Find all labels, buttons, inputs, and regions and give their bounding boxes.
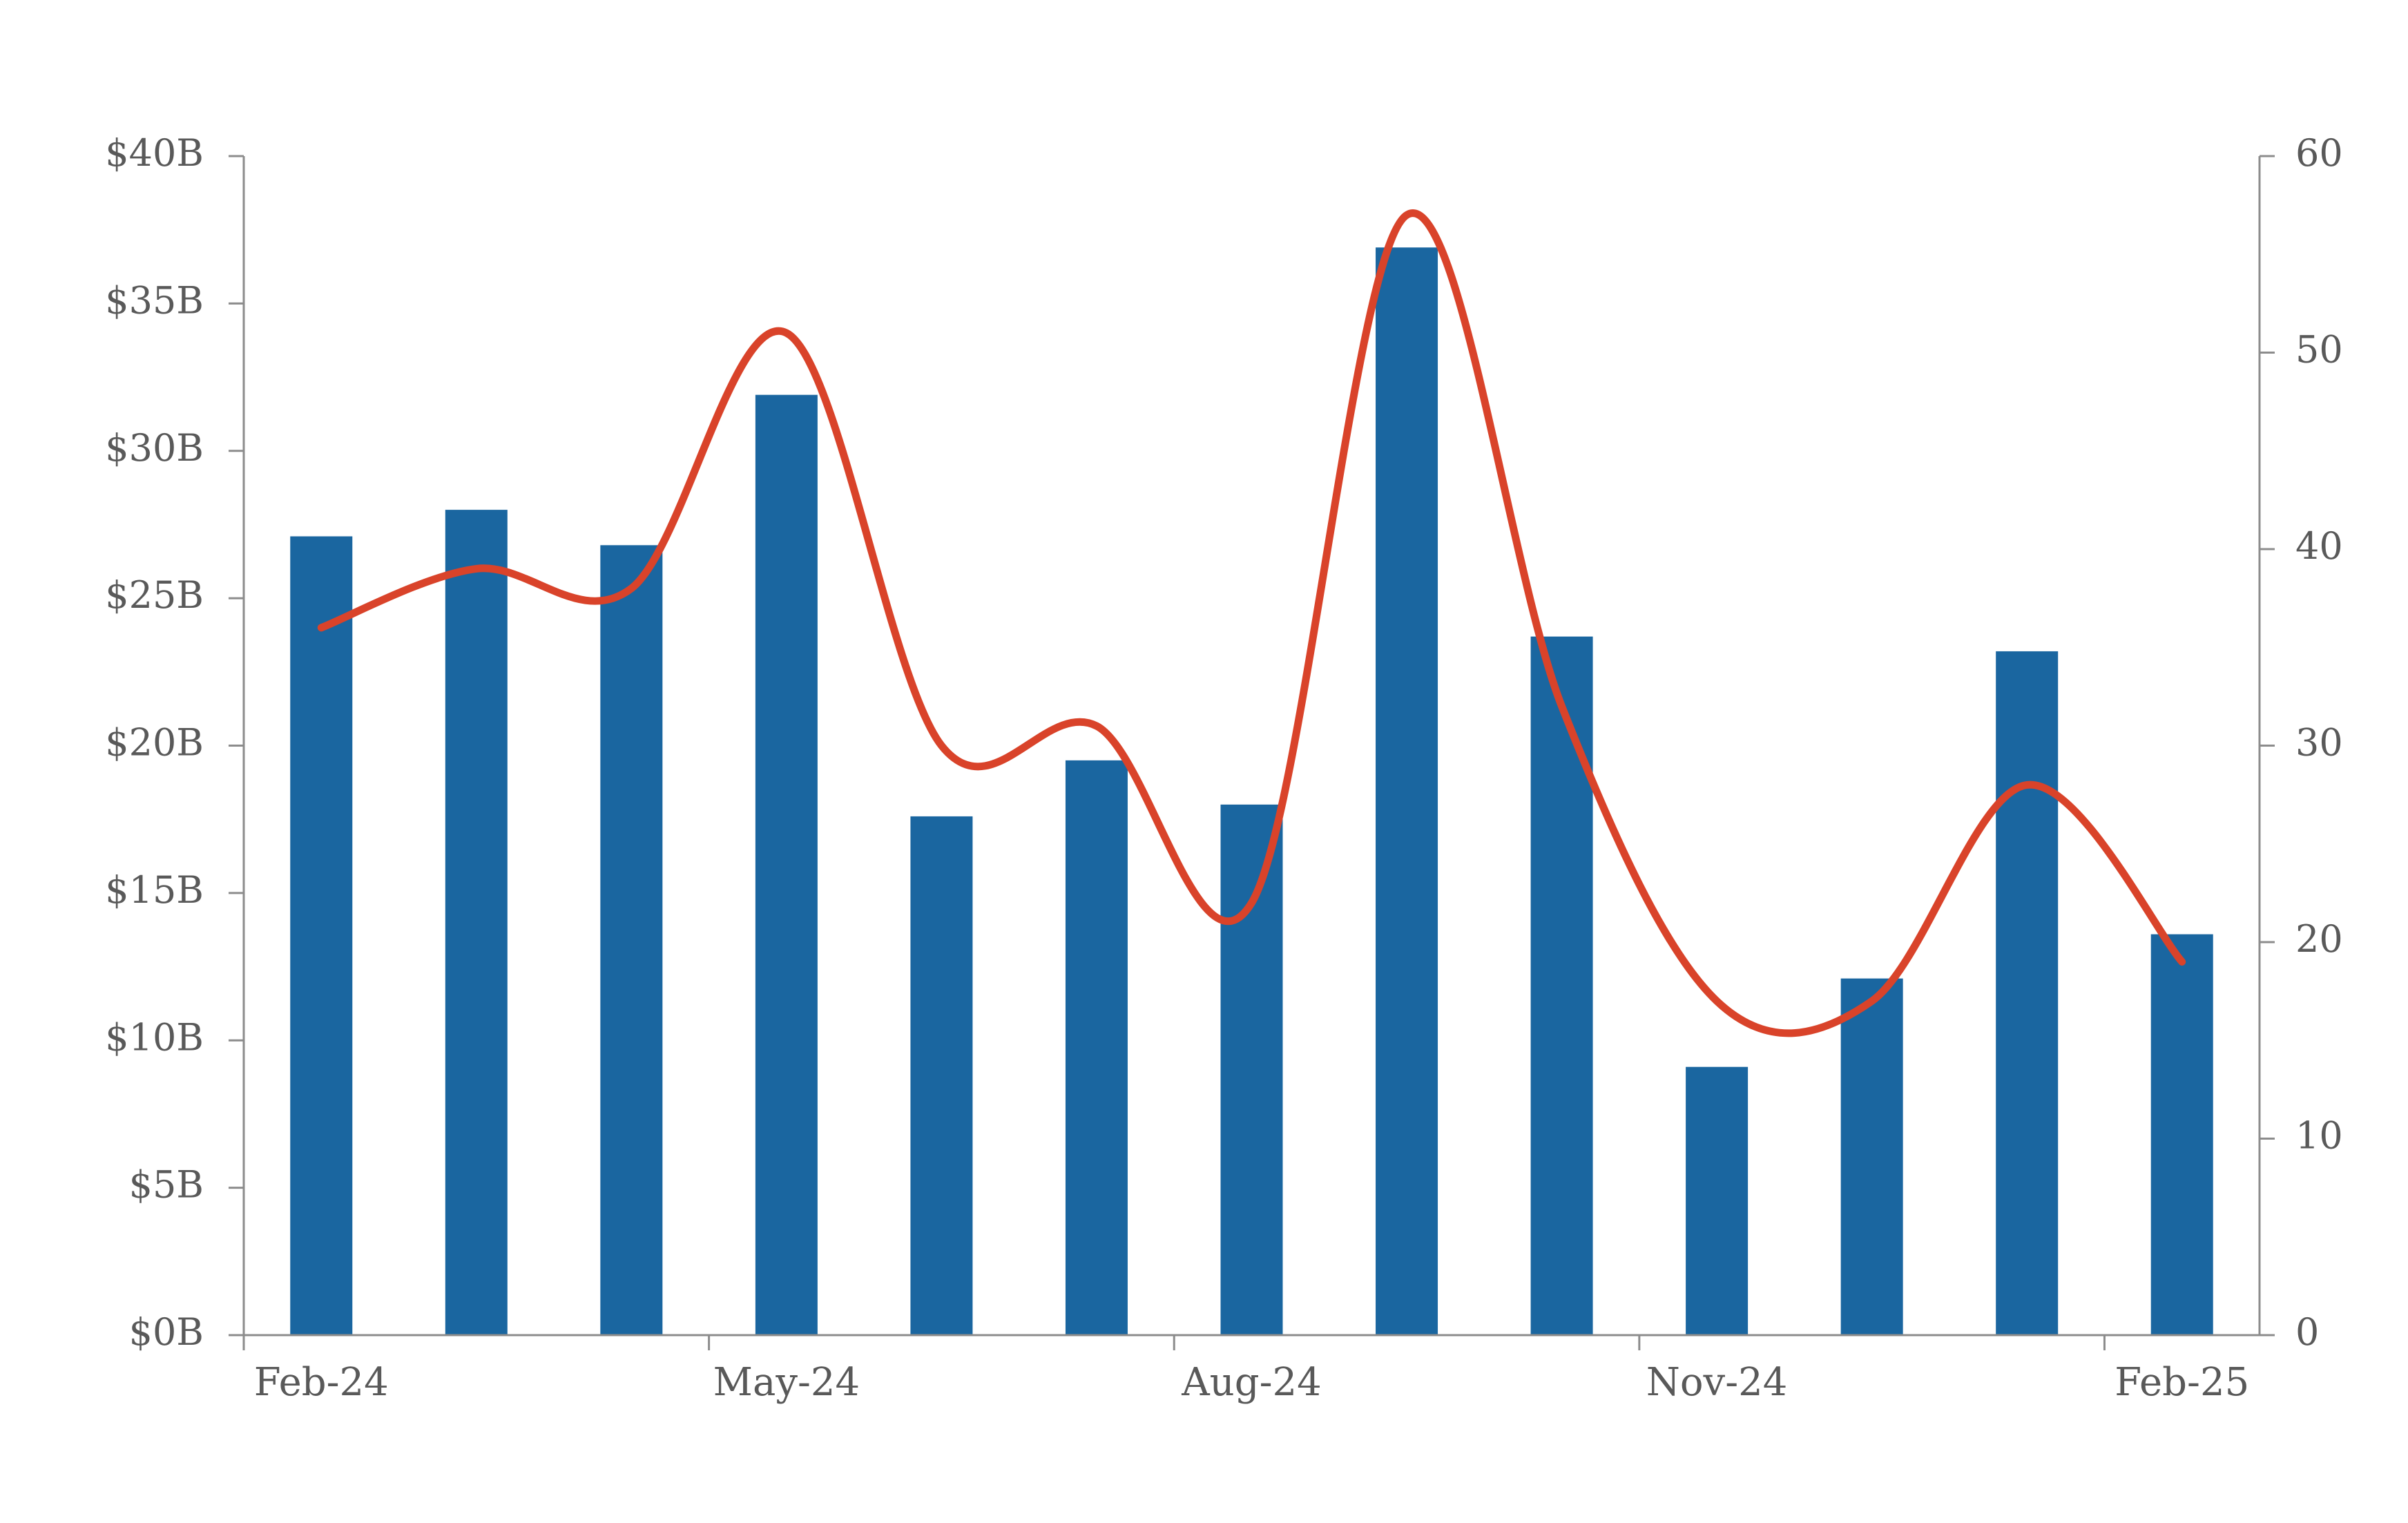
bar-nov-24 [1686,1067,1748,1335]
x-tick-label: Aug-24 [1181,1360,1322,1405]
y-right-tick-label: 30 [2295,721,2343,765]
bar-feb-24 [290,537,352,1335]
x-tick-label: May-24 [713,1360,860,1405]
bar-jul-24 [1066,760,1128,1335]
bar-feb-25 [2151,935,2213,1335]
y-left-tick-label: $5B [129,1163,204,1207]
y-right-tick-label: 10 [2295,1114,2343,1158]
y-right-tick-label: 0 [2295,1310,2319,1354]
x-tick-label: Feb-24 [254,1360,389,1405]
y-left-tick-label: $25B [105,573,204,617]
x-tick-label: Nov-24 [1646,1360,1788,1405]
y-left-tick-label: $35B [105,278,204,322]
bar-series [290,247,2213,1335]
bar-jan-25 [1996,651,2058,1335]
bar-jun-24 [910,816,972,1335]
bar-oct-24 [1531,637,1593,1335]
bar-mar-24 [445,510,508,1335]
y-left-tick-label: $20B [105,721,204,765]
bar-sep-24 [1376,247,1438,1335]
y-left-tick-label: $10B [105,1015,204,1059]
y-right-tick-label: 60 [2295,131,2343,175]
y-left-tick-label: $0B [129,1310,204,1354]
bar-dec-24 [1841,979,1903,1335]
bar-may-24 [755,395,818,1335]
y-left-tick-label: $30B [105,426,204,470]
y-right-tick-label: 50 [2295,328,2343,372]
y-left-tick-label: $40B [105,131,204,175]
y-right-tick-label: 20 [2295,917,2343,961]
y-left-tick-label: $15B [105,868,204,912]
bar-aug-24 [1221,805,1283,1335]
x-tick-label: Feb-25 [2115,1360,2249,1405]
y-right-tick-label: 40 [2295,524,2343,568]
bar-apr-24 [600,545,662,1335]
